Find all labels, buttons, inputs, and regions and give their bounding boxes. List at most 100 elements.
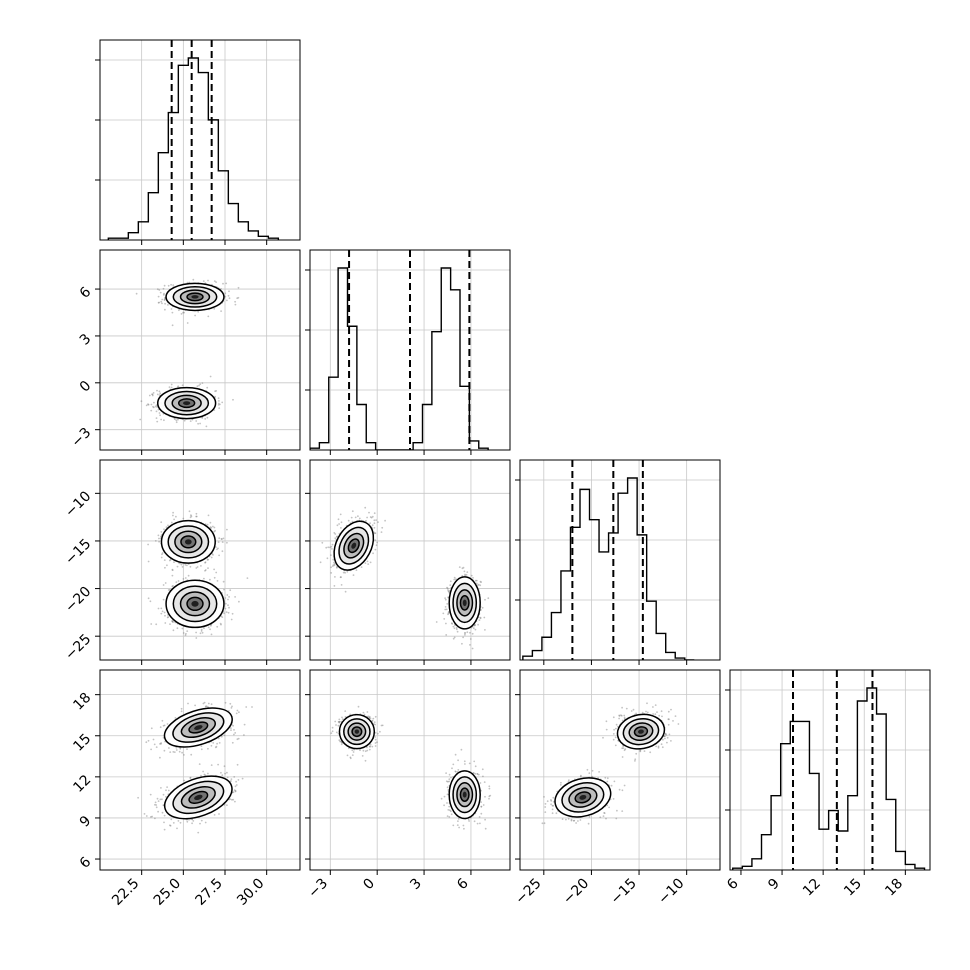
scatter-point (225, 611, 228, 613)
scatter-point (234, 300, 237, 303)
scatter-point (373, 532, 376, 535)
scatter-point (135, 292, 138, 295)
scatter-point (366, 516, 368, 519)
scatter-point (243, 723, 246, 726)
scatter-point (221, 774, 224, 777)
scatter-point (171, 568, 174, 571)
density-fill (351, 542, 357, 549)
scatter-point (195, 515, 198, 518)
scatter-point (327, 546, 330, 549)
scatter-point (182, 311, 185, 314)
scatter-point (204, 561, 207, 563)
scatter-point (177, 418, 179, 421)
scatter-point (194, 704, 197, 707)
scatter-point (337, 518, 340, 521)
scatter-point (333, 532, 336, 534)
contour-line (160, 519, 216, 564)
scatter-point (147, 560, 150, 563)
scatter-point (180, 313, 183, 315)
scatter-point (147, 403, 150, 406)
scatter-point (465, 573, 468, 576)
scatter-point (189, 516, 192, 519)
scatter-point (148, 394, 151, 397)
scatter-point (163, 292, 165, 295)
scatter-point (360, 566, 363, 568)
scatter-point (171, 574, 174, 577)
density-panel-1-3 (95, 459, 301, 665)
scatter-point (159, 414, 162, 417)
density-panel-1-4 (95, 669, 301, 875)
scatter-point (159, 743, 161, 745)
scatter-point (227, 611, 230, 614)
scatter-point (234, 303, 237, 306)
scatter-point (201, 382, 204, 384)
scatter-point (226, 299, 228, 302)
scatter-point (197, 310, 200, 313)
scatter-point (447, 612, 450, 615)
scatter-point (200, 628, 203, 631)
scatter-point (234, 732, 237, 734)
scatter-point (170, 383, 173, 386)
scatter-point (221, 616, 224, 618)
scatter-point (164, 566, 166, 569)
contour-line (333, 520, 375, 571)
histogram-panel-3 (515, 459, 721, 665)
scatter-point (203, 577, 205, 580)
scatter-point (158, 390, 161, 393)
scatter-point (155, 410, 158, 413)
scatter-point (171, 619, 174, 622)
scatter-point (223, 612, 226, 615)
scatter-point (475, 582, 478, 585)
scatter-point (173, 561, 175, 564)
scatter-point (152, 392, 155, 394)
scatter-point (453, 578, 456, 581)
scatter-point (168, 386, 171, 388)
scatter-point (140, 400, 143, 403)
scatter-point (195, 420, 198, 422)
scatter-point (221, 538, 223, 540)
scatter-point (236, 297, 239, 300)
scatter-point (477, 583, 480, 586)
scatter-point (251, 706, 253, 708)
scatter-point (153, 401, 155, 404)
histogram-steps (107, 40, 280, 240)
scatter-point (186, 748, 188, 750)
scatter-point (160, 300, 163, 303)
scatter-point (186, 820, 189, 823)
scatter-point (180, 710, 183, 713)
scatter-point (234, 790, 237, 792)
scatter-point (333, 561, 335, 564)
scatter-point (204, 561, 207, 564)
scatter-point (156, 393, 159, 396)
scatter-point (210, 764, 213, 766)
scatter-point (200, 748, 203, 751)
scatter-point (150, 748, 153, 751)
scatter-point (162, 724, 165, 727)
scatter-point (200, 565, 202, 567)
scatter-point (351, 520, 354, 523)
scatter-point (214, 390, 217, 393)
scatter-point (171, 620, 174, 623)
scatter-point (176, 565, 179, 568)
scatter-point (171, 620, 174, 623)
scatter-point (446, 587, 449, 590)
scatter-point (237, 737, 240, 740)
scatter-point (371, 524, 374, 527)
scatter-point (381, 526, 384, 529)
scatter-point (472, 577, 474, 579)
scatter-point (220, 623, 222, 626)
scatter-point (336, 535, 338, 538)
panel-background (100, 40, 300, 240)
scatter-point (466, 631, 469, 634)
contour-line (164, 390, 210, 416)
scatter-point (157, 295, 160, 298)
scatter-point (204, 569, 206, 572)
contour-line (174, 530, 203, 554)
scatter-point (175, 419, 178, 422)
scatter-point (161, 719, 164, 722)
y-tick-label: −10 (62, 488, 94, 520)
y-tick-label: 6 (77, 284, 95, 302)
histogram-steps (310, 250, 489, 450)
scatter-point (469, 631, 471, 634)
